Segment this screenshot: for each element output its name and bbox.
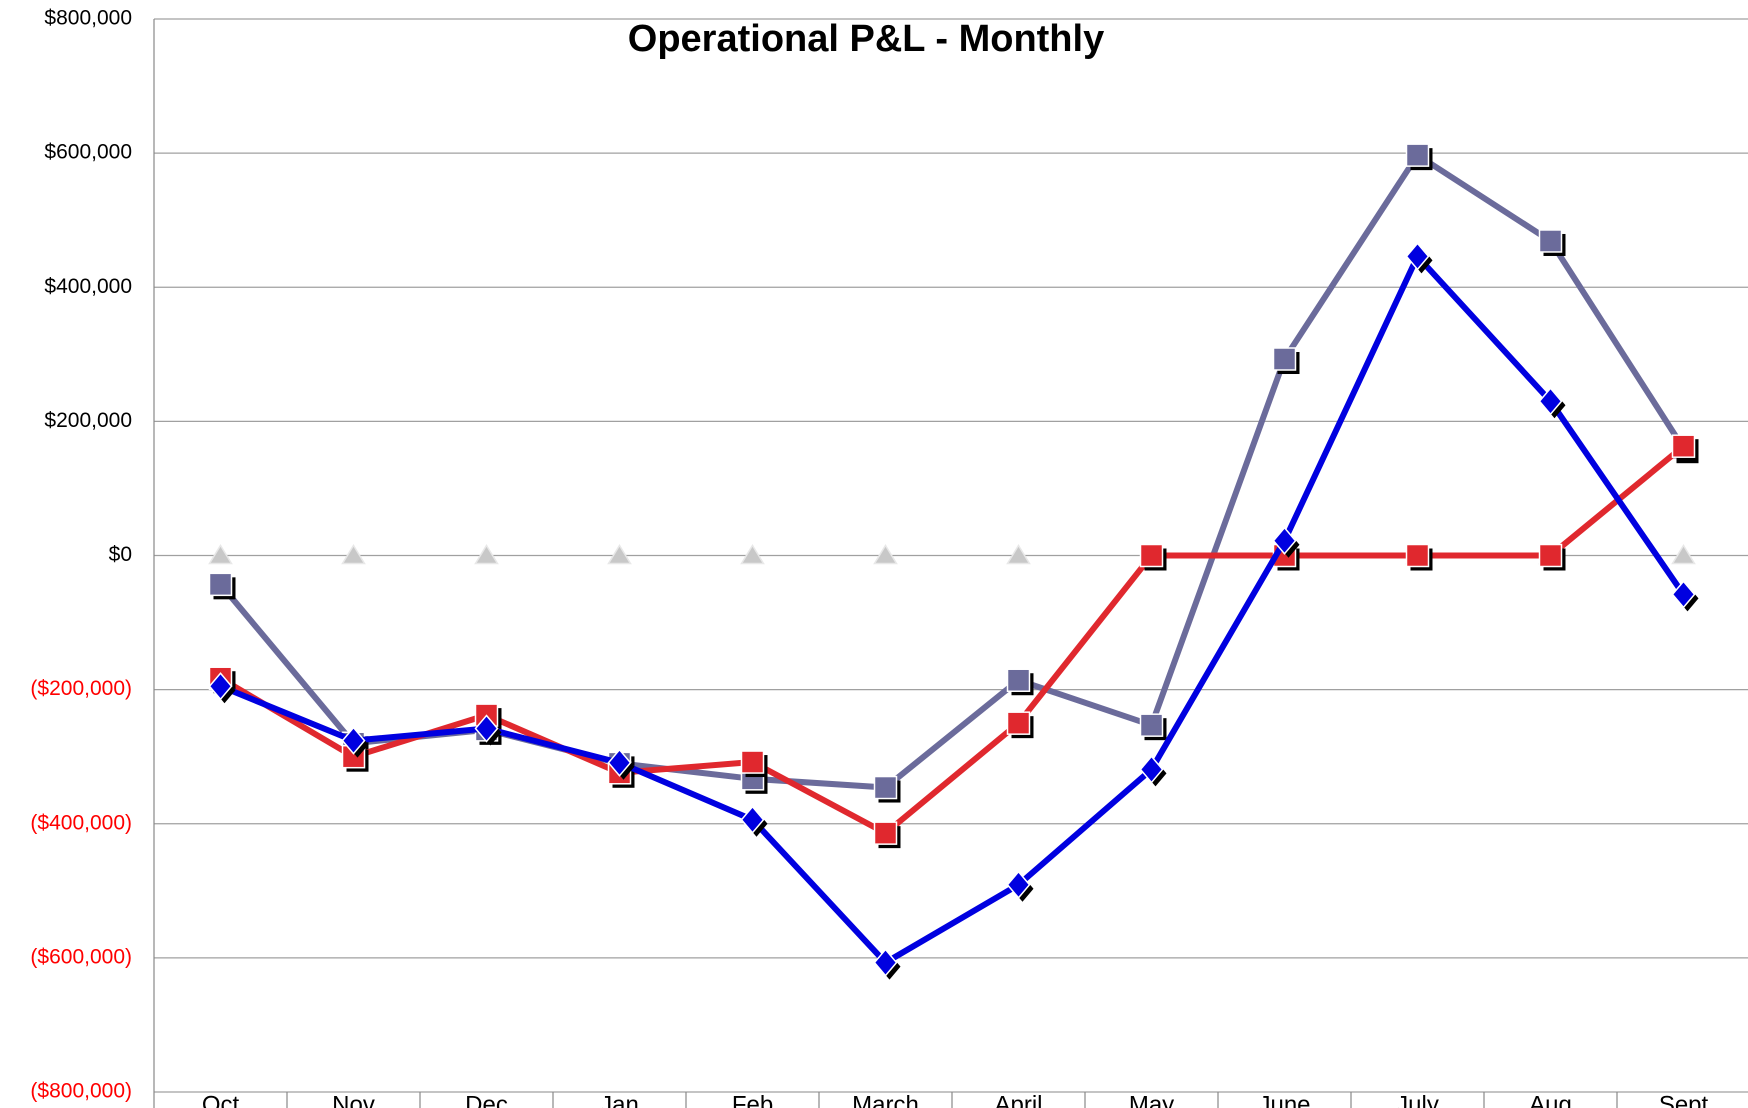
x-tick-label: Dec bbox=[465, 1091, 508, 1108]
marker bbox=[1538, 387, 1563, 416]
marker bbox=[1538, 229, 1563, 253]
y-tick-label: ($600,000) bbox=[30, 945, 132, 968]
x-tick-label: July bbox=[1396, 1091, 1439, 1108]
marker bbox=[1671, 434, 1696, 458]
marker bbox=[873, 821, 898, 845]
marker bbox=[1671, 544, 1696, 565]
marker bbox=[740, 544, 765, 565]
marker bbox=[1405, 143, 1430, 167]
marker bbox=[607, 748, 632, 777]
marker bbox=[1538, 543, 1563, 568]
marker bbox=[1006, 870, 1031, 899]
series-line bbox=[218, 443, 1686, 837]
y-tick-label: ($200,000) bbox=[30, 677, 132, 700]
x-tick-label: June bbox=[1258, 1091, 1310, 1108]
marker bbox=[341, 726, 366, 755]
marker bbox=[740, 805, 765, 834]
x-tick-label: Nov bbox=[332, 1091, 375, 1108]
series-line bbox=[219, 253, 1686, 966]
y-tick-label: ($400,000) bbox=[30, 811, 132, 834]
y-tick-label: $600,000 bbox=[44, 141, 132, 164]
marker bbox=[607, 544, 632, 565]
marker bbox=[1139, 713, 1164, 737]
marker bbox=[1006, 711, 1031, 735]
marker bbox=[1139, 755, 1164, 784]
x-tick-label: Jan bbox=[600, 1091, 639, 1108]
marker bbox=[873, 544, 898, 565]
x-tick-label: Oct bbox=[202, 1091, 240, 1108]
x-tick-label: March bbox=[852, 1091, 919, 1108]
y-tick-label: $400,000 bbox=[44, 275, 132, 298]
y-tick-label: $200,000 bbox=[44, 409, 132, 432]
marker bbox=[208, 572, 233, 597]
marker bbox=[208, 672, 233, 701]
marker bbox=[740, 750, 765, 774]
marker bbox=[1006, 544, 1031, 565]
marker bbox=[1272, 526, 1297, 555]
marker bbox=[873, 948, 898, 977]
y-tick-label: $800,000 bbox=[44, 7, 132, 30]
x-tick-label: May bbox=[1129, 1091, 1174, 1108]
y-tick-label: $0 bbox=[109, 543, 132, 566]
marker bbox=[1272, 347, 1297, 371]
marker bbox=[1671, 580, 1696, 609]
marker bbox=[474, 544, 499, 565]
series-line bbox=[218, 152, 1687, 791]
x-tick-label: Sept bbox=[1659, 1091, 1709, 1108]
marker bbox=[341, 544, 366, 565]
marker bbox=[1006, 668, 1031, 692]
x-tick-label: Aug bbox=[1529, 1091, 1572, 1108]
marker bbox=[873, 775, 898, 800]
x-tick-label: April bbox=[994, 1091, 1042, 1108]
marker bbox=[474, 714, 499, 743]
chart-title: Operational P&L - Monthly bbox=[628, 18, 1104, 60]
x-tick-label: Feb bbox=[732, 1091, 773, 1108]
y-tick-label: ($800,000) bbox=[30, 1080, 132, 1103]
marker bbox=[1405, 242, 1430, 271]
marker bbox=[208, 544, 233, 565]
marker bbox=[1139, 543, 1164, 568]
marker bbox=[1405, 543, 1430, 568]
